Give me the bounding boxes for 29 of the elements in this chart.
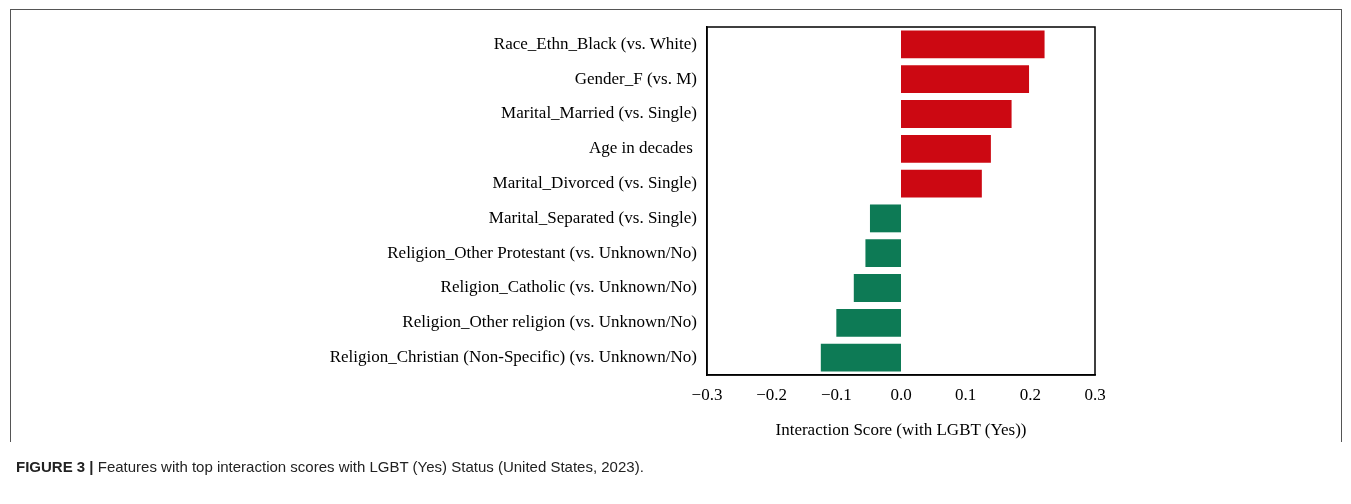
bar [901, 169, 982, 198]
y-tick-label: Age in decades [588, 138, 697, 158]
x-tick-label: 0.2 [1019, 384, 1041, 404]
x-tick-label: 0.3 [1084, 384, 1106, 404]
y-tick-label: Religion_Catholic (vs. Unknown/No) [440, 277, 697, 297]
x-tick-label: −0.1 [820, 384, 852, 404]
x-tick-label: 0.1 [955, 384, 977, 404]
bar [836, 308, 901, 337]
caption: FIGURE 3 | Features with top interaction scores with LGBT (Yes) Status (United States, 2023). [16, 458, 644, 475]
y-tick-label: Marital_Separated (vs. Single) [488, 207, 697, 227]
bar [865, 239, 901, 268]
x-tick-label: −0.3 [691, 384, 723, 404]
x-tick-label: −0.2 [756, 384, 788, 404]
x-axis-title: Interaction Score (with LGBT (Yes)) [775, 420, 1027, 440]
x-tick-label: 0.0 [890, 384, 912, 404]
y-tick-label: Gender_F (vs. M) [574, 68, 697, 88]
bar [901, 100, 1012, 128]
y-tick-label: Race_Ethn_Black (vs. White) [493, 33, 697, 53]
bar [901, 30, 1045, 59]
y-tick-label: Marital_Married (vs. Single) [501, 103, 697, 123]
bar [820, 343, 901, 372]
y-tick-label: Marital_Divorced (vs. Single) [492, 173, 697, 193]
bar [853, 274, 901, 302]
bar [901, 65, 1030, 94]
bar [869, 204, 901, 233]
y-tick-label: Religion_Christian (Non-Specific) (vs. Unknown/No) [329, 347, 697, 367]
y-tick-label: Religion_Other Protestant (vs. Unknown/No) [387, 242, 697, 262]
y-tick-label: Religion_Other religion (vs. Unknown/No) [402, 312, 697, 332]
bar [901, 134, 991, 163]
